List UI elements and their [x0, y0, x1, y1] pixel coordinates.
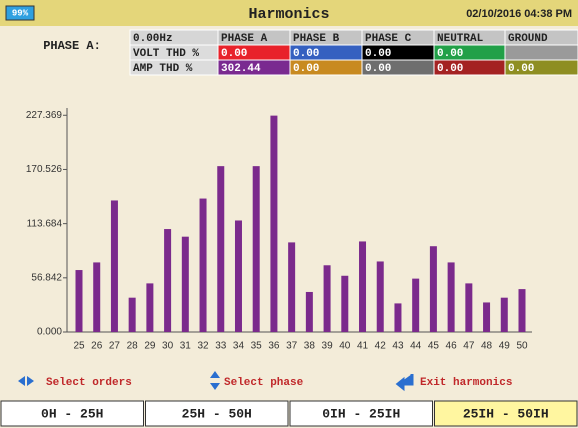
- x-tick-label: 29: [144, 341, 156, 352]
- hint: Select orders: [46, 377, 132, 389]
- bar: [75, 270, 83, 332]
- battery-icon: [5, 5, 35, 21]
- bar: [217, 166, 225, 332]
- cell-text: NEUTRAL: [437, 33, 484, 45]
- bar: [288, 242, 296, 332]
- bar: [394, 303, 402, 332]
- screen-title: Harmonics: [248, 6, 329, 23]
- x-tick-label: 26: [91, 341, 103, 352]
- cell-text: 0.00: [221, 48, 247, 60]
- x-tick-label: 39: [322, 341, 334, 352]
- x-tick-label: 43: [392, 341, 404, 352]
- x-tick-label: 37: [286, 341, 298, 352]
- bar: [483, 302, 491, 332]
- cell-text: 302.44: [221, 63, 261, 75]
- bar: [252, 166, 260, 332]
- bar: [323, 265, 331, 332]
- bar: [270, 115, 278, 332]
- x-tick-label: 27: [109, 341, 121, 352]
- x-tick-label: 38: [304, 341, 316, 352]
- cell-text: 0.00: [293, 63, 319, 75]
- y-tick-label: 0.000: [37, 327, 62, 338]
- y-tick-label: 56.842: [31, 272, 62, 283]
- tab[interactable]: [0, 400, 144, 427]
- bar: [341, 275, 349, 332]
- bar: [110, 200, 118, 332]
- bar: [181, 236, 189, 332]
- datetime: 02/10/2016 04:38 PM: [466, 8, 572, 20]
- tab[interactable]: [289, 400, 433, 427]
- x-tick-label: 25: [73, 341, 85, 352]
- cell-text: 0.00: [437, 48, 463, 60]
- tab-label[interactable]: 0H - 25H: [41, 406, 103, 421]
- x-tick-label: 34: [233, 341, 245, 352]
- x-tick-label: 47: [463, 341, 475, 352]
- bar: [359, 241, 367, 332]
- x-tick-label: 41: [357, 341, 369, 352]
- cell-text: 0.00: [293, 48, 319, 60]
- y-tick-label: 170.526: [26, 164, 63, 175]
- x-tick-label: 50: [516, 341, 528, 352]
- bar: [93, 262, 101, 332]
- x-tick-label: 42: [375, 341, 387, 352]
- x-tick-label: 36: [268, 341, 280, 352]
- tab[interactable]: [145, 400, 289, 427]
- bar: [199, 198, 207, 332]
- cell-text: 0.00Hz: [133, 33, 173, 45]
- x-tick-label: 33: [215, 341, 227, 352]
- table-cell: [504, 59, 578, 76]
- tab-label[interactable]: 25IH - 50IH: [463, 406, 549, 421]
- bar: [500, 297, 508, 332]
- cell-text: VOLT THD %: [133, 48, 199, 60]
- bar: [146, 283, 154, 332]
- cell-text: PHASE A: [221, 33, 268, 45]
- bar: [305, 291, 313, 332]
- cell-text: AMP THD %: [133, 63, 193, 75]
- cell-text: 0.00: [365, 63, 391, 75]
- battery-level: 99%: [12, 8, 29, 18]
- cell-text: 0.00: [365, 48, 391, 60]
- bar: [465, 283, 473, 332]
- x-tick-label: 49: [499, 341, 511, 352]
- hint: Select phase: [224, 377, 304, 389]
- bar: [234, 220, 242, 332]
- phase-label: PHASE A:: [43, 39, 101, 53]
- cell-text: PHASE C: [365, 33, 412, 45]
- tab-label[interactable]: 25H - 50H: [182, 406, 252, 421]
- bar: [447, 262, 455, 332]
- bar: [164, 229, 172, 332]
- x-tick-label: 30: [162, 341, 174, 352]
- x-tick-label: 31: [180, 341, 192, 352]
- x-tick-label: 40: [339, 341, 351, 352]
- x-tick-label: 28: [127, 341, 139, 352]
- enter-icon: [395, 374, 414, 392]
- x-tick-label: 35: [251, 341, 263, 352]
- arrows-lr-icon: [18, 376, 34, 386]
- hint: Exit harmonics: [420, 377, 512, 389]
- x-tick-label: 48: [481, 341, 493, 352]
- title-bar: [0, 0, 578, 26]
- x-tick-label: 32: [197, 341, 209, 352]
- arrows-ud-icon: [210, 371, 220, 390]
- x-tick-label: 45: [428, 341, 440, 352]
- cell-text: 0.00: [437, 63, 463, 75]
- tab[interactable]: [434, 400, 578, 427]
- cell-text: GROUND: [508, 33, 548, 45]
- tab-label[interactable]: 0IH - 25IH: [322, 406, 400, 421]
- bar: [429, 246, 437, 332]
- bar: [518, 289, 526, 332]
- x-tick-label: 44: [410, 341, 422, 352]
- bar: [412, 278, 420, 332]
- table-cell: [504, 44, 578, 61]
- cell-text: 0.00: [508, 63, 534, 75]
- bar: [128, 297, 136, 332]
- y-tick-label: 113.684: [27, 218, 63, 229]
- y-tick-label: 227.369: [26, 110, 63, 121]
- x-tick-label: 46: [446, 341, 458, 352]
- cell-text: PHASE B: [293, 33, 340, 45]
- bar: [376, 261, 384, 332]
